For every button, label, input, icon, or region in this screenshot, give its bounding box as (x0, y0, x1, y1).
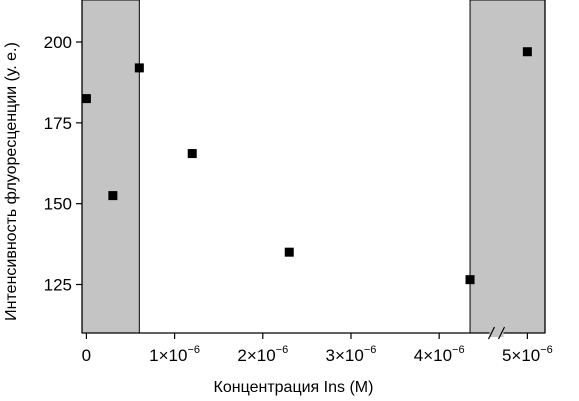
data-point (134, 63, 144, 73)
y-tick-label: 200 (44, 33, 72, 52)
x-tick-label: 0 (82, 346, 91, 365)
data-point (187, 149, 197, 159)
y-tick-label: 150 (44, 195, 72, 214)
x-tick-label: 2×10−6 (237, 344, 288, 365)
data-point (108, 191, 118, 201)
x-tick-label: 3×10−6 (326, 344, 377, 365)
y-tick-label: 175 (44, 114, 72, 133)
data-point (522, 47, 532, 57)
data-point (284, 247, 294, 257)
shaded-region (81, 0, 140, 334)
axis-break-mark (497, 326, 506, 340)
y-tick-label: 125 (44, 276, 72, 295)
axis-break-gap (489, 329, 504, 337)
x-tick-label: 4×10−6 (414, 344, 465, 365)
axis-break-mark (487, 326, 496, 340)
x-tick-label: 1×10−6 (149, 344, 200, 365)
y-axis-title: Интенсивность флуоресценции (у. е.) (3, 42, 20, 321)
x-axis-title: Концентрация Ins (М) (214, 379, 374, 396)
data-point (81, 94, 91, 104)
x-tick-label: 5×10−6 (502, 344, 553, 365)
shaded-region (469, 0, 546, 334)
data-point (465, 275, 475, 285)
